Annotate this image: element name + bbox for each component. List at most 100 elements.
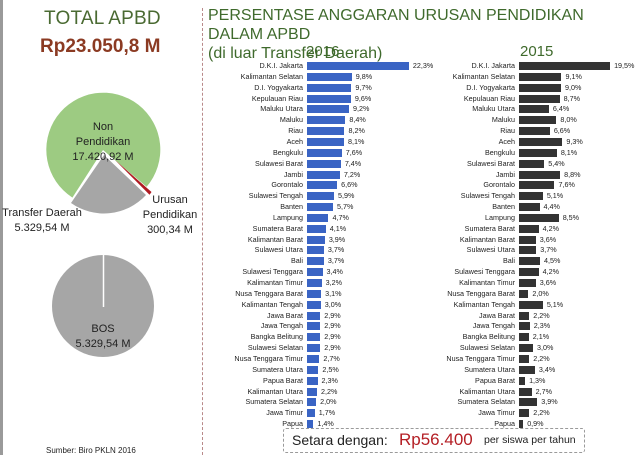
bar-row-label: Sulawesi Tenggara bbox=[0, 267, 303, 277]
per-student-suffix: per siswa per tahun bbox=[484, 434, 576, 446]
bar-value-label: 7,2% bbox=[343, 169, 361, 179]
bar-row-label: Nusa Tenggara Barat bbox=[0, 289, 515, 299]
bar bbox=[307, 170, 340, 179]
bar-value-label: 8,8% bbox=[564, 169, 581, 179]
category-label: Kalimantan Tengah bbox=[241, 299, 303, 309]
bar-value-label: 5,1% bbox=[546, 191, 564, 201]
bar-value-label: 3,2% bbox=[325, 278, 342, 287]
bar bbox=[307, 105, 350, 114]
bar-row-label: Riau bbox=[0, 126, 303, 136]
bar-value-label: 3,6% bbox=[539, 234, 557, 244]
bar bbox=[519, 192, 543, 201]
bar bbox=[307, 300, 321, 309]
panel-year-2016: 2016 bbox=[306, 43, 340, 60]
category-label: Maluku bbox=[491, 115, 515, 125]
bar-row-label: Sulawesi Barat bbox=[0, 159, 515, 169]
bar-value-label: 3,7% bbox=[327, 256, 345, 266]
bar-value-label: 22,3% bbox=[412, 61, 434, 70]
bar bbox=[519, 409, 530, 418]
bar-value-label: 4,4% bbox=[543, 202, 560, 212]
bar-row-label: Sulawesi Tengah bbox=[0, 191, 515, 201]
bar bbox=[307, 159, 341, 168]
bar-row-label: Sulawesi Tenggara bbox=[0, 267, 515, 277]
category-label: Papua bbox=[282, 419, 303, 429]
bar-value-label: 9,2% bbox=[353, 104, 370, 114]
bar-row-label: Kalimantan Utara bbox=[0, 387, 303, 397]
bar-row-label: Jambi bbox=[0, 170, 515, 180]
bar bbox=[519, 398, 538, 407]
category-label: Kalimantan Timur bbox=[247, 278, 303, 287]
bar bbox=[519, 83, 562, 92]
bar-value-label: 7,4% bbox=[344, 158, 362, 168]
category-label: D.K.I. Jakarta bbox=[471, 61, 515, 70]
bar-row-label: Sulawesi Tengah bbox=[0, 191, 303, 201]
bar-row-label: Kalimantan Barat bbox=[0, 235, 515, 245]
category-label: Sulawesi Tenggara bbox=[454, 267, 515, 277]
bar-value-label: 2,7% bbox=[535, 386, 552, 396]
bar-value-label: 4,7% bbox=[332, 212, 349, 222]
category-label: Sumatera Selatan bbox=[457, 397, 515, 407]
bar-row-label: Sumatera Utara bbox=[0, 365, 303, 375]
category-label: Gorontalo bbox=[483, 180, 515, 190]
bar-row-label: Kepulauan Riau bbox=[0, 94, 303, 104]
bar-value-label: 5,7% bbox=[337, 202, 354, 212]
category-label: Nusa Tenggara Timur bbox=[234, 353, 303, 363]
bar-value-label: 9,7% bbox=[355, 82, 372, 92]
bar bbox=[519, 344, 533, 353]
category-label: D.I. Yogyakarta bbox=[466, 82, 515, 92]
label-bos-name: BOS bbox=[91, 323, 115, 335]
bar-value-label: 3,7% bbox=[540, 245, 557, 255]
bar-value-label: 8,1% bbox=[348, 136, 365, 146]
bar-value-label: 6,6% bbox=[553, 126, 571, 136]
category-label: Maluku Utara bbox=[260, 104, 303, 114]
bar-row-label: Kalimantan Utara bbox=[0, 387, 515, 397]
bar-row-label: Kalimantan Selatan bbox=[0, 72, 303, 82]
label-urusan-line1: Urusan bbox=[152, 194, 188, 206]
bar-value-label: 1,7% bbox=[318, 408, 336, 418]
category-label: Sulawesi Tenggara bbox=[242, 267, 303, 277]
bar bbox=[519, 116, 557, 125]
bar-row-label: Bengkulu bbox=[0, 148, 515, 158]
bar bbox=[307, 398, 317, 407]
panel-year-2015: 2015 bbox=[520, 43, 554, 60]
bar bbox=[307, 72, 352, 81]
category-label: Sulawesi Barat bbox=[467, 158, 515, 168]
category-label: Bengkulu bbox=[273, 147, 303, 157]
source-note: Sumber: Biro PKLN 2016 bbox=[46, 446, 136, 455]
category-label: Sulawesi Barat bbox=[255, 158, 303, 168]
per-student-value: Rp56.400 bbox=[399, 430, 473, 449]
bar-row-label: Sumatera Barat bbox=[0, 224, 515, 234]
bar-value-label: 8,5% bbox=[562, 212, 580, 222]
category-label: Jambi bbox=[495, 169, 515, 179]
category-label: Aceh bbox=[498, 136, 515, 146]
bar bbox=[519, 170, 561, 179]
bar-row-label: Jawa Tengah bbox=[0, 321, 303, 331]
bar bbox=[519, 235, 536, 244]
bar-row-label: Papua bbox=[0, 419, 303, 429]
category-label: Bali bbox=[503, 256, 515, 266]
bar bbox=[519, 289, 529, 298]
bar-value-label: 2,2% bbox=[533, 310, 550, 320]
bar bbox=[307, 192, 334, 201]
bar bbox=[307, 137, 345, 146]
bar-row-label: Bangka Belitung bbox=[0, 332, 303, 342]
bar-row-label: Kalimantan Barat bbox=[0, 235, 303, 245]
category-label: Sumatera Barat bbox=[464, 223, 515, 233]
bar-row-label: Kalimantan Selatan bbox=[0, 72, 515, 82]
bar bbox=[519, 105, 549, 114]
per-student-box: Setara dengan: Rp56.400 per siswa per ta… bbox=[283, 428, 585, 453]
category-label: Jawa Timur bbox=[478, 408, 515, 418]
bar-row-label: Jawa Barat bbox=[0, 311, 303, 321]
category-label: Maluku Utara bbox=[472, 104, 515, 114]
bar-value-label: 9,3% bbox=[566, 136, 583, 146]
bar bbox=[519, 127, 550, 136]
bar-value-label: 4,5% bbox=[544, 256, 561, 266]
bar-value-label: 8,1% bbox=[560, 147, 578, 157]
category-label: D.K.I. Jakarta bbox=[259, 61, 303, 70]
bar-value-label: 8,0% bbox=[560, 115, 577, 125]
bar-value-label: 2,0% bbox=[320, 397, 337, 407]
bar-value-label: 9,6% bbox=[354, 93, 372, 103]
category-label: Kalimantan Barat bbox=[247, 234, 303, 244]
category-label: Sulawesi Utara bbox=[254, 245, 303, 255]
chart-title: PERSENTASE ANGGARAN URUSAN PENDIDIKAN DA… bbox=[208, 6, 640, 63]
